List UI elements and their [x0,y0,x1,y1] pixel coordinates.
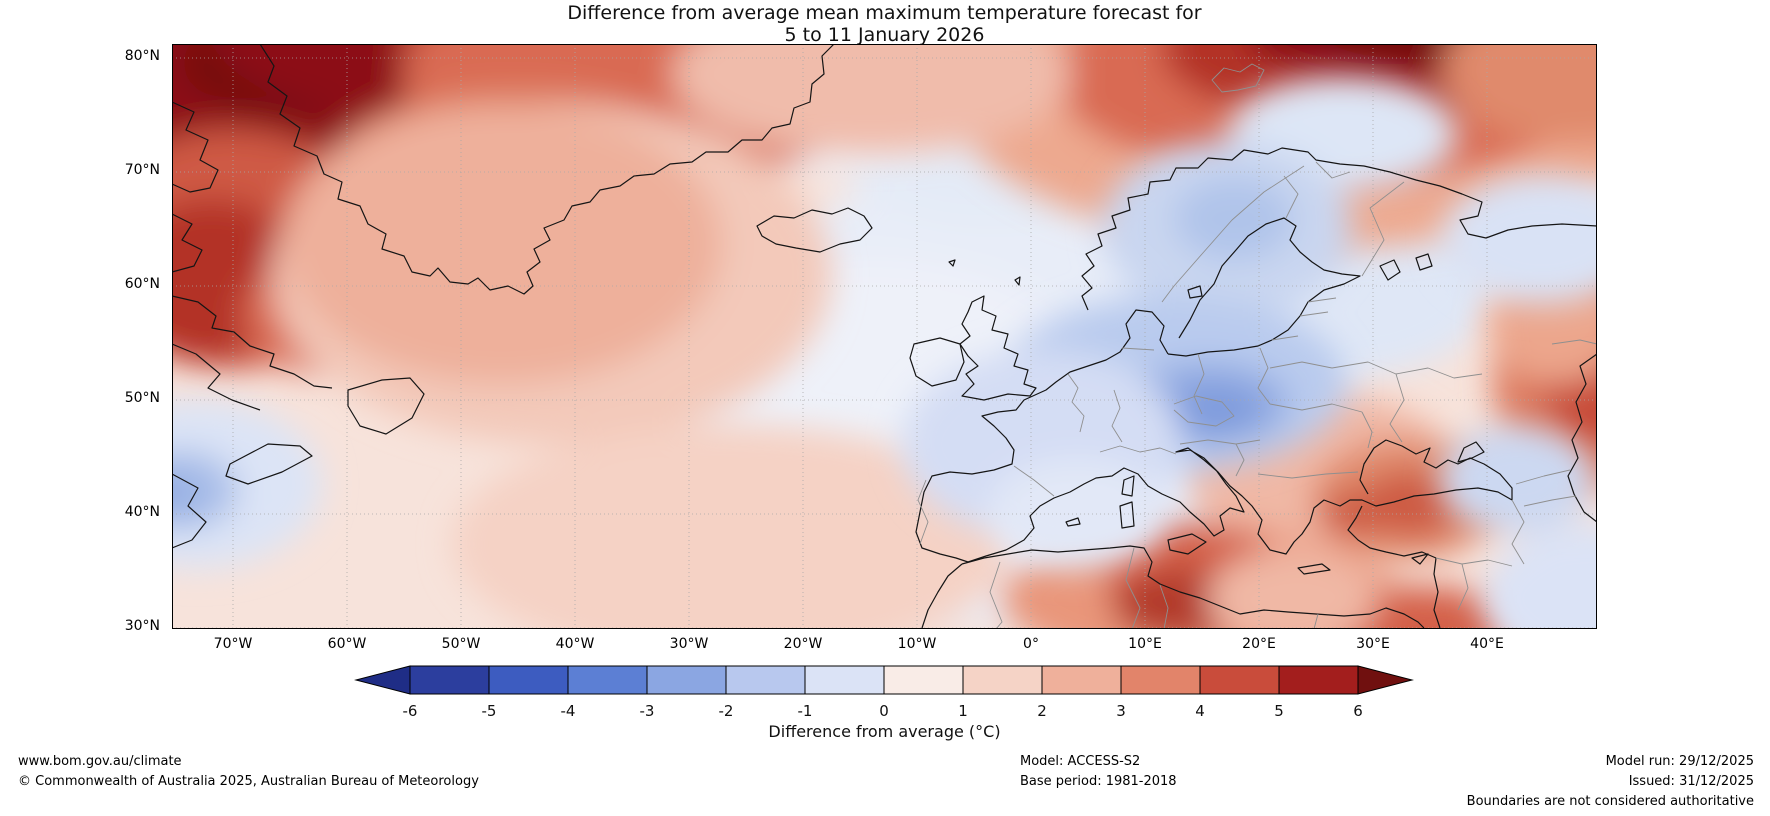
lon-tick-label: 40°W [555,636,595,652]
lon-tick-label: 0° [1023,636,1039,652]
footer-left: www.bom.gov.au/climate © Commonwealth of… [18,752,479,792]
colorbar-segment [1120,665,1201,695]
footer-copyright: © Commonwealth of Australia 2025, Austra… [18,774,479,789]
footer-model-info: Model: ACCESS-S2 Base period: 1981-2018 [1020,752,1177,792]
footer-issued: Issued: 31/12/2025 [1628,774,1754,789]
colorbar-tick-label: 5 [1274,702,1284,720]
colorbar-segment [409,665,490,695]
colorbar-tick-label: 6 [1353,702,1363,720]
colorbar-tick-label: -3 [640,702,655,720]
map-border [172,44,1597,629]
colorbar-tick-label: -1 [798,702,813,720]
lon-tick-label: 50°W [441,636,481,652]
colorbar-tick-label: -6 [403,702,418,720]
colorbar-segment [567,665,648,695]
colorbar-caption: Difference from average (°C) [768,722,1001,741]
colorbar-segment [646,665,727,695]
colorbar-segment [725,665,806,695]
lat-tick-label: 40°N [124,504,160,520]
colorbar-tick-label: -4 [561,702,576,720]
lon-tick-label: 70°W [213,636,253,652]
colorbar-right-arrow [1357,665,1414,695]
colorbar-segment [962,665,1043,695]
colorbar-tick-label: 4 [1195,702,1205,720]
footer-run-info: Model run: 29/12/2025 Issued: 31/12/2025… [1467,752,1754,812]
colorbar-tick-label: 0 [879,702,889,720]
lon-tick-label: 40°E [1470,636,1504,652]
lon-tick-label: 30°W [669,636,709,652]
chart-title: Difference from average mean maximum tem… [172,2,1597,46]
footer-url: www.bom.gov.au/climate [18,754,182,769]
footer-boundaries-note: Boundaries are not considered authoritat… [1466,794,1754,809]
lat-tick-label: 60°N [124,276,160,292]
colorbar-segment [1278,665,1359,695]
lon-tick-label: 10°E [1128,636,1162,652]
colorbar-segment [488,665,569,695]
country-borders [917,63,1597,629]
colorbar-tick-label: 1 [958,702,968,720]
anomaly-field [172,44,1597,629]
lon-tick-label: 10°W [897,636,937,652]
footer-base-period: Base period: 1981-2018 [1020,774,1177,789]
colorbar-svg: -6 -5 -4 -3 -2 -1 0 1 2 3 4 5 6 [354,665,1414,720]
colorbar: -6 -5 -4 -3 -2 -1 0 1 2 3 4 5 6 [0,660,1770,736]
lon-tick-label: 20°E [1242,636,1276,652]
colorbar-segment [1199,665,1280,695]
lat-tick-label: 70°N [124,162,160,178]
colorbar-left-arrow [354,665,411,695]
colorbar-tick-label: 3 [1116,702,1126,720]
colorbar-segment [804,665,885,695]
lon-tick-label: 30°E [1356,636,1390,652]
lat-tick-label: 30°N [124,618,160,634]
lon-tick-label: 20°W [783,636,823,652]
lon-tick-label: 60°W [327,636,367,652]
lon-axis: 70°W 60°W 50°W 40°W 30°W 20°W 10°W 0° 10°E 20°E 30… [0,636,1770,656]
lat-tick-label: 50°N [124,390,160,406]
footer-model-run: Model run: 29/12/2025 [1605,754,1754,769]
coastlines [172,44,1597,629]
map-svg [172,44,1597,629]
colorbar-segment [1041,665,1122,695]
anomaly-map [172,44,1597,629]
colorbar-segment [883,665,964,695]
chart-title-line2: 5 to 11 January 2026 [784,24,985,46]
lat-tick-label: 80°N [124,48,160,64]
chart-title-line1: Difference from average mean maximum tem… [567,2,1202,24]
colorbar-tick-label: -5 [482,702,497,720]
footer-model: Model: ACCESS-S2 [1020,754,1141,769]
colorbar-tick-label: 2 [1037,702,1047,720]
colorbar-tick-label: -2 [719,702,734,720]
